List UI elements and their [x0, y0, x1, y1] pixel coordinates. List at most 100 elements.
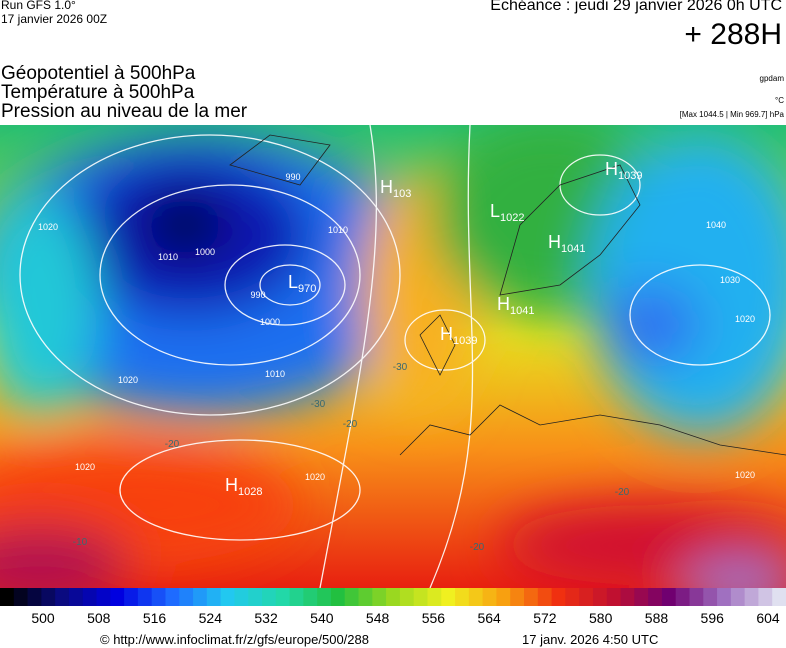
color-cell [151, 588, 166, 606]
color-cell [193, 588, 208, 606]
field: Pression au niveau de la mer [1, 101, 248, 122]
color-cell [468, 588, 484, 606]
footer-stamp: 17 janv. 2026 4:50 UTC [522, 632, 659, 647]
color-cell [55, 588, 70, 606]
color-cell [248, 588, 263, 606]
color-cell [551, 588, 566, 606]
color-cell [661, 588, 677, 606]
isobar-label: 1020 [75, 462, 95, 472]
pressure-center: H1041 [548, 232, 585, 255]
color-cell [179, 588, 194, 606]
isobar-label: 990 [285, 172, 300, 182]
color-cell [592, 588, 608, 606]
color-cell [82, 588, 98, 606]
isobar-label: 1010 [328, 225, 348, 235]
color-cell [579, 588, 594, 606]
colorbar-tick-label: 588 [645, 610, 669, 626]
color-cell [730, 588, 746, 606]
temperature-label: -20 [470, 542, 485, 553]
isobar-label: 1020 [118, 375, 138, 385]
color-cell [427, 588, 442, 606]
temperature-label: -20 [615, 487, 630, 498]
color-cell [413, 588, 428, 606]
colorbar-tick-label: 564 [477, 610, 501, 626]
isobar-label: 1000 [260, 317, 280, 327]
pressure-center: H1041 [497, 294, 534, 317]
colorbar-tick-label: 524 [199, 610, 223, 626]
color-cell [386, 588, 401, 606]
colorbar-tick-label: 548 [366, 610, 390, 626]
color-cell [565, 588, 580, 606]
valid-time: Echéance : jeudi 29 janvier 2026 0h UTC [490, 0, 782, 14]
isobar-label: 1020 [305, 472, 325, 482]
colorbar-tick-label: 516 [143, 610, 167, 626]
field: Température à 500hPa [1, 82, 195, 103]
color-cell [137, 588, 153, 606]
color-cell [0, 588, 15, 606]
color-cell [165, 588, 180, 606]
isobar-label: 1010 [265, 369, 285, 379]
color-cell [330, 588, 346, 606]
color-cell [399, 588, 415, 606]
isobar-label: 1020 [735, 314, 755, 324]
color-cell [344, 588, 360, 606]
color-cell [234, 588, 249, 606]
colorbar-tick-label: 540 [310, 610, 334, 626]
color-cell [441, 588, 456, 606]
color-cell [262, 588, 277, 606]
lead-time: + 288H [684, 18, 782, 51]
color-cell [289, 588, 304, 606]
isobar-label: 1010 [158, 252, 178, 262]
run: Run GFS 1.0° [1, 0, 76, 12]
color-cell [606, 588, 622, 606]
color-cell [317, 588, 332, 606]
colorbar: 500 508 516 524 532 540 548 556 564 572 580 588 596 6… [0, 588, 786, 626]
color-cell [634, 588, 649, 606]
map: L970 H1028 H1039 H1041 L1022 H1039 H103 H1041 99… [0, 125, 786, 588]
temperature-label: -30 [393, 362, 408, 373]
color-cell [358, 588, 373, 606]
pressure-center: L970 [288, 272, 316, 295]
temperature-label: -20 [165, 439, 180, 450]
color-cell [537, 588, 553, 606]
isobar-label: 990 [250, 290, 265, 300]
color-cell [689, 588, 704, 606]
pressure-center: H1028 [225, 475, 262, 498]
color-cell [27, 588, 42, 606]
isobar-label: 1040 [706, 220, 726, 230]
footer-url: © http://www.infoclimat.fr/z/gfs/europe/… [100, 632, 369, 647]
color-cell [524, 588, 539, 606]
color-cell [206, 588, 222, 606]
color-cell [510, 588, 525, 606]
temperature-label: -30 [311, 399, 326, 410]
color-cell [675, 588, 690, 606]
temperature-label: -10 [73, 537, 88, 548]
colorbar-tick-label: 580 [589, 610, 613, 626]
temperature-label: -20 [343, 419, 358, 430]
color-cell [372, 588, 387, 606]
color-cell [455, 588, 470, 606]
colorbar-tick-label: 532 [254, 610, 278, 626]
color-cell [482, 588, 497, 606]
color-cell [620, 588, 635, 606]
color-cell [110, 588, 125, 606]
color-cell [13, 588, 29, 606]
color-cell [717, 588, 732, 606]
unit: [Max 1044.5 | Min 969.7] hPa [679, 110, 784, 119]
color-cell [303, 588, 318, 606]
color-cell [648, 588, 663, 606]
color-cell [758, 588, 773, 606]
pressure-center: H1039 [440, 324, 477, 347]
colorbar-tick-label: 556 [422, 610, 446, 626]
isobar-label: 1020 [735, 470, 755, 480]
run-date: 17 janvier 2026 00Z [1, 12, 108, 26]
field: Géopotentiel à 500hPa [1, 63, 196, 84]
isobar-label: 1020 [38, 222, 58, 232]
colorbar-tick-label: 604 [756, 610, 780, 626]
pressure-center: L1022 [490, 201, 525, 224]
color-cell [496, 588, 511, 606]
unit: °C [775, 96, 784, 105]
color-cell [124, 588, 139, 606]
color-cell [772, 588, 786, 606]
